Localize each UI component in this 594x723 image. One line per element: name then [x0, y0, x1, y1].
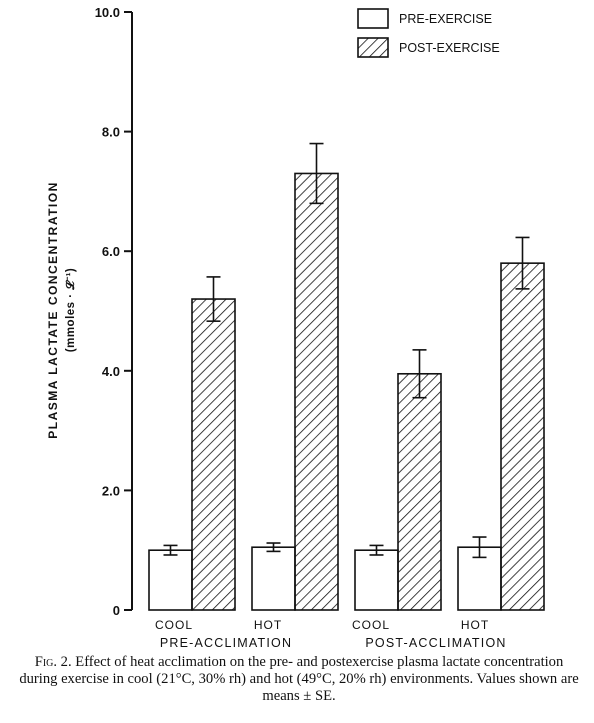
x-category-label: HOT — [461, 618, 489, 632]
x-group-label: PRE-ACCLIMATION — [160, 636, 292, 650]
y-tick-label: 8.0 — [102, 125, 120, 140]
bar-post-exercise-hot — [500, 262, 545, 611]
legend-swatch-post-exercise — [357, 37, 389, 58]
chart-svg: 0 2.0 4.0 6.0 8.0 10.0 COOL HOT COOL HOT PRE-ACC… — [46, 5, 545, 650]
legend-swatch-pre-exercise — [357, 8, 389, 29]
figure-caption: Fig. 2. Effect of heat acclimation on th… — [18, 654, 580, 705]
y-tick-label: 0 — [113, 603, 120, 618]
bar-post-exercise-cool — [191, 298, 236, 611]
caption-text: Effect of heat acclimation on the pre- a… — [19, 654, 579, 704]
y-tick-label: 6.0 — [102, 244, 120, 259]
bar-post-exercise-cool — [397, 372, 442, 611]
x-category-label: COOL — [155, 618, 193, 632]
x-group-label: POST-ACCLIMATION — [365, 636, 506, 650]
y-axis-unit: (mmoles · 𝓛⁻¹) — [64, 268, 77, 352]
bar-post-exercise-hot — [294, 172, 339, 611]
figure-number: Fig. 2. — [34, 654, 72, 670]
bar-pre-exercise-cool — [148, 549, 193, 611]
legend-label-post-exercise: POST-EXERCISE — [399, 41, 500, 55]
x-category-label: HOT — [254, 618, 282, 632]
y-tick-label: 4.0 — [102, 364, 120, 379]
x-category-label: COOL — [352, 618, 390, 632]
y-tick-label: 2.0 — [102, 483, 120, 498]
bar-pre-exercise-hot — [251, 546, 296, 611]
bar-pre-exercise-cool — [354, 549, 399, 611]
legend-label-pre-exercise: PRE-EXERCISE — [399, 12, 492, 26]
y-axis-label: PLASMA LACTATE CONCENTRATION — [46, 181, 60, 439]
legend: PRE-EXERCISE POST-EXERCISE — [357, 8, 500, 58]
y-tick-label: 10.0 — [95, 5, 120, 20]
